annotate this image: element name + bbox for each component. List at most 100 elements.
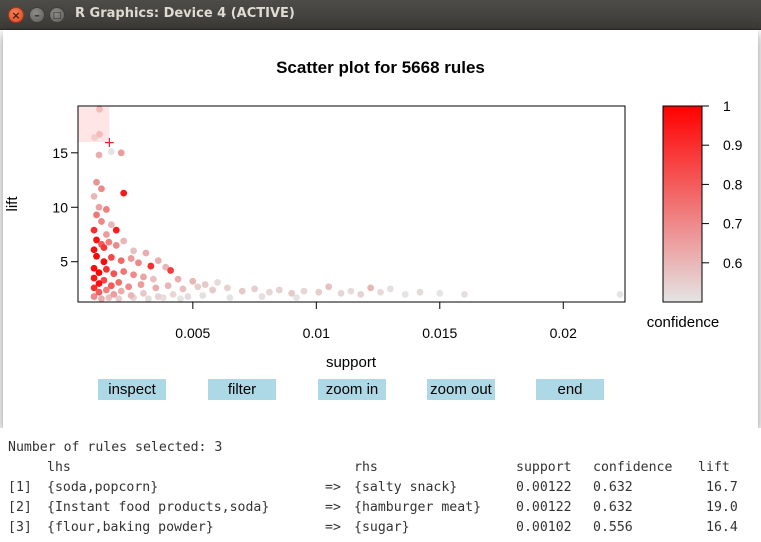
scatter-point[interactable] (189, 277, 197, 285)
filter-button[interactable]: filter (208, 379, 276, 400)
scatter-point[interactable] (95, 280, 103, 287)
scatter-point[interactable] (90, 226, 98, 234)
scatter-point[interactable] (130, 247, 137, 255)
scatter-point[interactable] (377, 288, 384, 296)
scatter-point[interactable] (401, 290, 409, 298)
scatter-point[interactable] (112, 241, 120, 249)
scatter-point[interactable] (98, 218, 105, 225)
scatter-point[interactable] (162, 263, 170, 271)
scatter-point[interactable] (300, 287, 308, 295)
scatter-point[interactable] (120, 237, 128, 245)
scatter-point[interactable] (107, 221, 115, 229)
scatter-point[interactable] (325, 283, 333, 291)
scatter-point[interactable] (194, 283, 202, 291)
scatter-point[interactable] (201, 281, 209, 288)
scatter-point[interactable] (117, 287, 125, 295)
scatter-point[interactable] (102, 231, 110, 238)
scatter-point[interactable] (357, 290, 365, 298)
scatter-point[interactable] (167, 267, 175, 274)
scatter-point[interactable] (125, 283, 133, 291)
scatter-point[interactable] (107, 148, 115, 156)
scatter-point[interactable] (177, 295, 184, 303)
scatter-point[interactable] (137, 281, 145, 288)
scatter-point[interactable] (149, 275, 157, 283)
scatter-point[interactable] (102, 265, 110, 273)
scatter-point[interactable] (179, 285, 187, 293)
scatter-point[interactable] (93, 178, 100, 186)
scatter-point[interactable] (93, 252, 100, 260)
scatter-point[interactable] (100, 258, 108, 266)
scatter-point[interactable] (251, 285, 258, 293)
r-console[interactable]: Number of rules selected: 3 lhs rhs supp… (0, 428, 761, 542)
scatter-point[interactable] (154, 293, 162, 300)
scatter-point[interactable] (164, 282, 172, 290)
scatter-point[interactable] (224, 284, 231, 292)
scatter-point[interactable] (367, 284, 375, 292)
scatter-point[interactable] (209, 286, 216, 294)
scatter-point[interactable] (100, 276, 108, 284)
scatter-point[interactable] (127, 255, 135, 262)
scatter-point[interactable] (140, 273, 147, 281)
zoom-in-button[interactable]: zoom in (318, 379, 386, 400)
scatter-point[interactable] (140, 289, 147, 297)
maximize-icon[interactable]: □ (49, 7, 65, 23)
scatter-point[interactable] (461, 290, 468, 298)
scatter-point[interactable] (117, 149, 125, 157)
scatter-point[interactable] (275, 286, 283, 294)
selection-box[interactable] (78, 107, 110, 142)
scatter-point[interactable] (107, 282, 115, 290)
scatter-point[interactable] (386, 285, 394, 293)
scatter-point[interactable] (315, 288, 323, 296)
scatter-point[interactable] (293, 294, 300, 302)
scatter-point[interactable] (110, 270, 118, 278)
scatter-point[interactable] (107, 253, 115, 261)
scatter-point[interactable] (102, 206, 110, 213)
scatter-point[interactable] (214, 279, 221, 286)
scatter-point[interactable] (347, 287, 355, 295)
zoom-out-button[interactable]: zoom out (427, 379, 495, 400)
scatter-point[interactable] (288, 289, 296, 297)
scatter-point[interactable] (238, 287, 246, 295)
scatter-point[interactable] (90, 246, 98, 254)
scatter-point[interactable] (115, 295, 123, 303)
scatter-point[interactable] (226, 294, 234, 302)
scatter-point[interactable] (90, 284, 98, 292)
scatter-point[interactable] (144, 295, 152, 303)
scatter-point[interactable] (147, 262, 155, 270)
scatter-point[interactable] (95, 288, 103, 296)
scatter-point[interactable] (265, 288, 273, 296)
scatter-point[interactable] (100, 244, 108, 251)
scatter-point[interactable] (90, 293, 98, 300)
scatter-point[interactable] (616, 290, 624, 298)
scatter-point[interactable] (98, 295, 105, 303)
scatter-point[interactable] (199, 292, 207, 299)
scatter-point[interactable] (337, 289, 345, 297)
scatter-point[interactable] (169, 290, 177, 298)
scatter-point[interactable] (102, 286, 110, 294)
scatter-point[interactable] (95, 269, 103, 276)
scatter-point[interactable] (105, 238, 113, 246)
scatter-point[interactable] (127, 292, 135, 299)
scatter-point[interactable] (152, 284, 160, 292)
scatter-point[interactable] (110, 290, 118, 298)
close-icon[interactable]: × (8, 7, 24, 23)
scatter-point[interactable] (90, 264, 98, 272)
scatter-point[interactable] (117, 257, 125, 265)
scatter-point[interactable] (105, 294, 113, 302)
window-titlebar[interactable]: × – □ R Graphics: Device 4 (ACTIVE) (0, 0, 761, 30)
scatter-point[interactable] (95, 151, 103, 159)
scatter-point[interactable] (95, 203, 103, 211)
end-button[interactable]: end (536, 379, 604, 400)
scatter-point[interactable] (90, 274, 98, 282)
scatter-point[interactable] (154, 257, 162, 265)
scatter-point[interactable] (93, 236, 100, 244)
scatter-point[interactable] (98, 185, 105, 193)
scatter-point[interactable] (120, 189, 128, 197)
scatter-point[interactable] (142, 249, 150, 257)
scatter-point[interactable] (90, 192, 98, 200)
scatter-point[interactable] (258, 293, 266, 300)
scatter-point[interactable] (135, 259, 142, 267)
scatter-point[interactable] (120, 268, 128, 275)
scatter-point[interactable] (174, 275, 182, 283)
